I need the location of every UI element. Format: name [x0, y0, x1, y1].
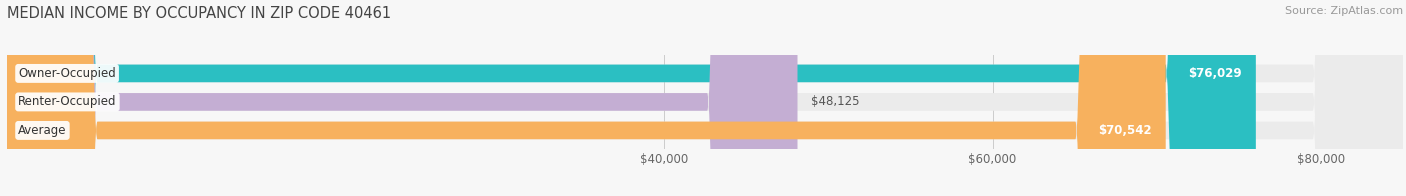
Text: Source: ZipAtlas.com: Source: ZipAtlas.com — [1285, 6, 1403, 16]
FancyBboxPatch shape — [7, 0, 1256, 196]
Text: Owner-Occupied: Owner-Occupied — [18, 67, 115, 80]
FancyBboxPatch shape — [7, 0, 1403, 196]
Text: $48,125: $48,125 — [811, 95, 860, 108]
Text: Renter-Occupied: Renter-Occupied — [18, 95, 117, 108]
FancyBboxPatch shape — [7, 0, 1403, 196]
FancyBboxPatch shape — [7, 0, 797, 196]
FancyBboxPatch shape — [7, 0, 1166, 196]
Text: MEDIAN INCOME BY OCCUPANCY IN ZIP CODE 40461: MEDIAN INCOME BY OCCUPANCY IN ZIP CODE 4… — [7, 6, 391, 21]
FancyBboxPatch shape — [7, 0, 1403, 196]
Text: $70,542: $70,542 — [1098, 124, 1152, 137]
Text: $76,029: $76,029 — [1188, 67, 1241, 80]
Text: Average: Average — [18, 124, 66, 137]
